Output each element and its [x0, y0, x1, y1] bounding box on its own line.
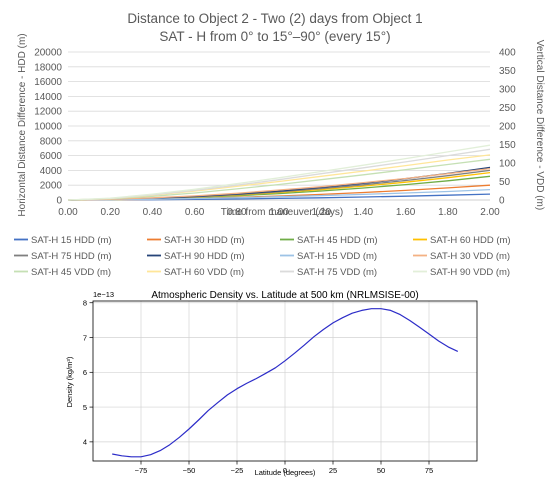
- chart1-x-tick-label: 0.40: [143, 207, 163, 218]
- chart1-x-tick-label: 0.60: [185, 207, 205, 218]
- chart2-y-multiplier: 1e−13: [93, 290, 114, 299]
- chart1-subtitle: SAT - H from 0° to 15°–90° (every 15°): [159, 29, 390, 44]
- chart1-legend-label: SAT-H 60 HDD (m): [430, 235, 511, 246]
- chart2-x-tick-label: 50: [377, 466, 385, 475]
- chart1-x-tick-label: 0.00: [58, 207, 78, 218]
- chart1-legend-label: SAT-H 90 VDD (m): [430, 267, 510, 278]
- chart2-y-tick-label: 7: [83, 333, 87, 342]
- chart2-y-axis-label: Density (kg/m³): [65, 356, 74, 407]
- chart1-y-tick-label: 14000: [34, 92, 62, 103]
- chart2-x-tick-label: 75: [425, 466, 433, 475]
- chart1-y-axis-label: Horizontal Distance Difference - HDD (m): [17, 33, 28, 216]
- chart1-series-line: [67, 188, 491, 201]
- chart1-y-tick-label: 20000: [34, 48, 62, 59]
- chart2-y-tick-label: 5: [83, 403, 87, 412]
- chart1-x-tick-label: 1.60: [396, 207, 416, 218]
- chart1-y-tick-label: 12000: [34, 107, 62, 118]
- chart1-series-line: [67, 158, 491, 201]
- chart2-x-tick-label: −50: [183, 466, 196, 475]
- chart1-title: Distance to Object 2 - Two (2) days from…: [127, 11, 422, 26]
- chart2-x-axis-label: Latitude (degrees): [255, 468, 316, 477]
- chart2-density-line: [112, 308, 459, 458]
- chart1-legend-label: SAT-H 30 VDD (m): [430, 251, 510, 262]
- chart2-y-tick-label: 8: [83, 299, 87, 308]
- chart2-x-tick-label: 25: [329, 466, 337, 475]
- chart2-x-tick-label: −75: [135, 466, 148, 475]
- chart2-title: Atmospheric Density vs. Latitude at 500 …: [151, 290, 418, 301]
- chart1-legend-entry: SAT-H 30 VDD (m): [413, 251, 510, 262]
- chart1-legend-label: SAT-H 75 VDD (m): [297, 267, 377, 278]
- chart2-y-tick-label: 4: [83, 438, 87, 447]
- chart1-y-tick-label: 8000: [40, 136, 63, 147]
- chart1-y2-tick-label: 150: [499, 140, 516, 151]
- chart1-y2-tick-label: 400: [499, 48, 516, 59]
- chart2-x-tick-label: −25: [231, 466, 244, 475]
- chart1-legend-label: SAT-H 45 VDD (m): [31, 267, 111, 278]
- chart1-y2-tick-label: 0: [499, 196, 505, 207]
- chart1-y-tick-label: 18000: [34, 62, 62, 73]
- chart1-legend-label: SAT-H 75 HDD (m): [31, 251, 112, 262]
- chart1-x-tick-label: 1.00: [269, 207, 289, 218]
- chart1-y2-tick-label: 50: [499, 177, 511, 188]
- chart1-legend-entry: SAT-H 15 HDD (m): [14, 235, 112, 246]
- chart1-tick-labels: 0200040006000800010000120001400016000180…: [34, 48, 516, 219]
- chart1-y-tick-label: 6000: [40, 151, 63, 162]
- chart1-legend-entry: SAT-H 30 HDD (m): [147, 235, 245, 246]
- chart1-legend-entry: SAT-H 15 VDD (m): [280, 251, 377, 262]
- chart1-legend-entry: SAT-H 60 HDD (m): [413, 235, 511, 246]
- chart1-legend-label: SAT-H 45 HDD (m): [297, 235, 378, 246]
- chart2-tick-labels: −75 −50 −25 0 25 50 75 4 5 6 7 8: [83, 299, 433, 475]
- chart1-legend-entry: SAT-H 45 HDD (m): [280, 235, 378, 246]
- chart1-y2-tick-label: 300: [499, 85, 516, 96]
- chart1-legend-entry: SAT-H 60 VDD (m): [147, 267, 244, 278]
- chart1-legend-entry: SAT-H 75 VDD (m): [280, 267, 377, 278]
- chart2-x-tick-label: 0: [283, 466, 287, 475]
- chart1-legend: SAT-H 15 HDD (m) SAT-H 30 HDD (m) SAT-H 45…: [14, 235, 511, 278]
- chart1-legend-label: SAT-H 60 VDD (m): [164, 267, 244, 278]
- chart1-x-tick-label: 0.80: [227, 207, 247, 218]
- chart1-legend-label: SAT-H 15 VDD (m): [297, 251, 377, 262]
- chart1-x-tick-label: 0.20: [100, 207, 120, 218]
- chart1-y-tick-label: 16000: [34, 77, 62, 88]
- chart1-gridlines: [68, 51, 490, 201]
- chart1-y2-tick-label: 350: [499, 66, 516, 77]
- chart1-x-tick-label: 1.80: [438, 207, 458, 218]
- chart1-series-group: [67, 144, 491, 201]
- chart1-y2-axis-label: Vertical Distance Difference - VDD (m): [534, 40, 545, 210]
- chart1-legend-label: SAT-H 30 HDD (m): [164, 235, 245, 246]
- chart2-gridlines: [89, 301, 477, 465]
- chart1-y2-tick-label: 100: [499, 159, 516, 170]
- chart1-legend-entry: SAT-H 90 VDD (m): [413, 267, 510, 278]
- chart1-legend-entry: SAT-H 45 VDD (m): [14, 267, 111, 278]
- chart2-plot-frame: [92, 300, 478, 462]
- chart2-series-group: [112, 308, 459, 458]
- chart1-x-tick-label: 1.40: [354, 207, 374, 218]
- chart1-series-line: [67, 144, 491, 201]
- chart1-series-line: [67, 167, 491, 201]
- chart1-y-tick-label: 0: [56, 196, 62, 207]
- chart1-legend-entry: SAT-H 90 HDD (m): [147, 251, 245, 262]
- chart2-y-tick-label: 6: [83, 368, 87, 377]
- chart1-x-axis-label: Time from maneuver (days): [221, 207, 343, 218]
- chart1-legend-label: SAT-H 90 HDD (m): [164, 251, 245, 262]
- chart1-y2-tick-label: 250: [499, 103, 516, 114]
- chart1-legend-label: SAT-H 15 HDD (m): [31, 235, 112, 246]
- chart1-y-tick-label: 10000: [34, 122, 62, 133]
- chart1-y2-tick-label: 200: [499, 122, 516, 133]
- chart1-legend-entry: SAT-H 75 HDD (m): [14, 251, 112, 262]
- chart1-y-tick-label: 2000: [40, 181, 63, 192]
- chart1-y-tick-label: 4000: [40, 166, 63, 177]
- chart1-x-tick-label: 1.20: [311, 207, 331, 218]
- chart1-x-tick-label: 2.00: [480, 207, 500, 218]
